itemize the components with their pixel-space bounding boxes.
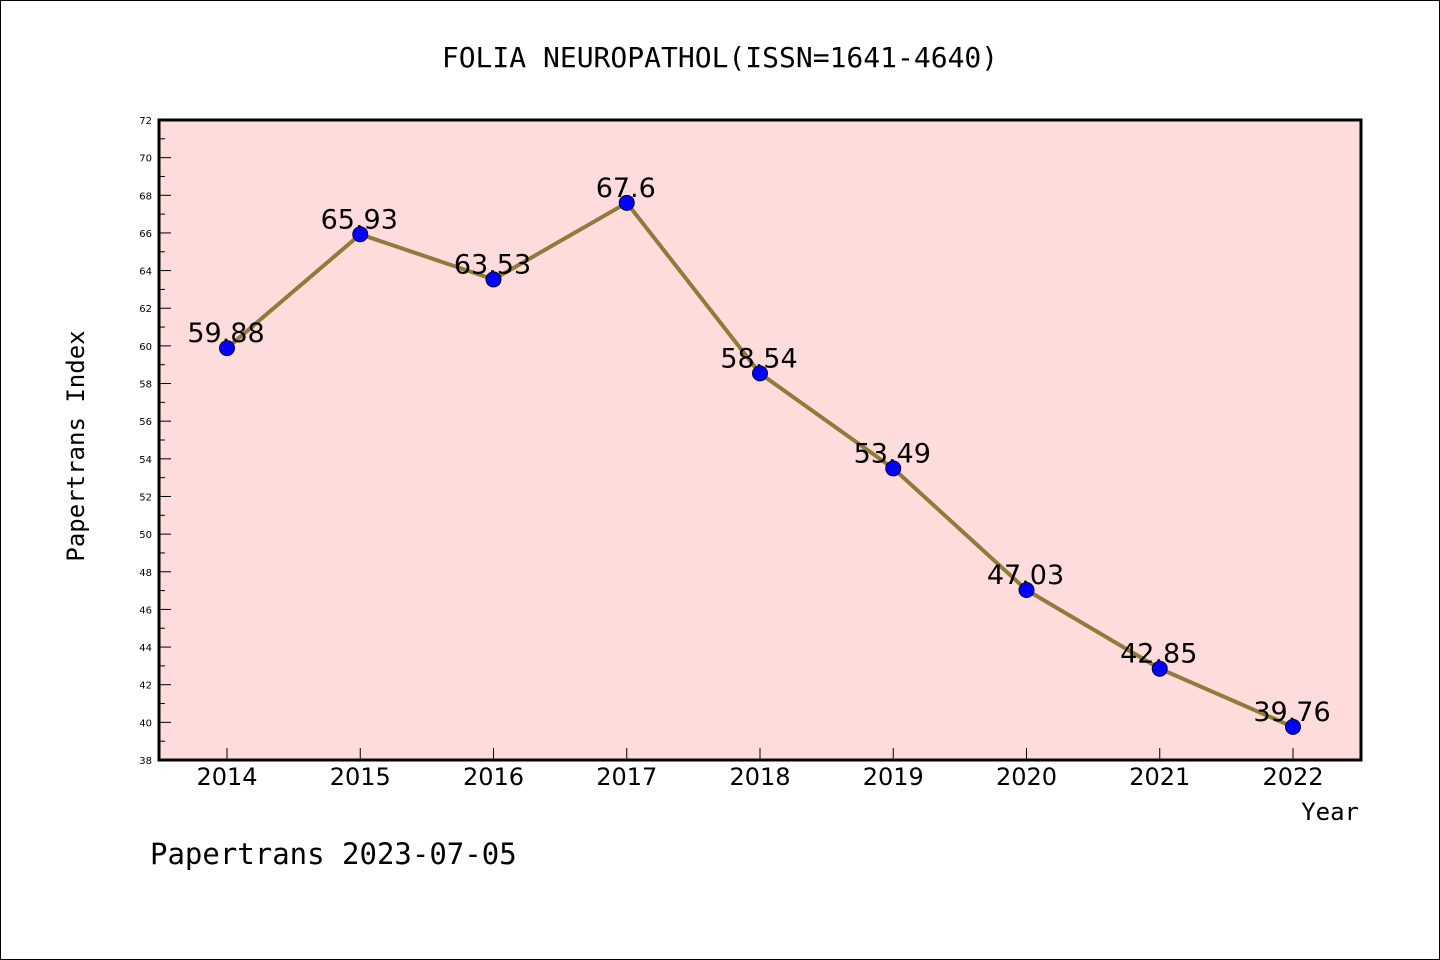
- y-tick-label: 56: [139, 417, 152, 428]
- y-tick-label: 70: [139, 154, 152, 165]
- y-tick-label: 64: [139, 267, 152, 278]
- y-tick-label: 42: [139, 681, 152, 692]
- x-axis-label: Year: [1301, 798, 1359, 826]
- y-tick-label: 52: [139, 492, 152, 503]
- x-tick-label: 2021: [1129, 763, 1190, 791]
- x-tick-label: 2022: [1262, 763, 1323, 791]
- y-tick-label: 48: [139, 568, 152, 579]
- chart-title: FOLIA NEUROPATHOL(ISSN=1641-4640): [442, 41, 998, 74]
- data-point: [1285, 718, 1301, 735]
- x-tick-label: 2014: [196, 763, 257, 791]
- x-tick-label: 2019: [863, 763, 924, 791]
- y-tick-label: 40: [139, 718, 152, 729]
- data-point: [352, 226, 369, 243]
- plot-border: [157, 118, 1363, 762]
- x-tick-label: 2015: [330, 763, 391, 791]
- footer-credit: Papertrans 2023-07-05: [150, 837, 517, 871]
- y-tick-label: 50: [139, 530, 152, 541]
- x-axis-ticks: 2014 2015 2016 2017 2018 2019 2020 2021 2022: [196, 748, 1324, 791]
- y-tick-label: 68: [139, 191, 152, 202]
- data-point: [618, 194, 635, 211]
- y-tick-label: 58: [139, 380, 152, 391]
- x-tick-label: 2018: [729, 763, 790, 791]
- y-tick-label: 44: [139, 643, 152, 654]
- y-axis-label: Papertrans Index: [62, 330, 90, 561]
- y-tick-label: 72: [139, 116, 152, 127]
- data-point: [1151, 660, 1168, 677]
- data-points: [219, 194, 1301, 735]
- x-tick-label: 2020: [996, 763, 1057, 791]
- x-tick-label: 2017: [596, 763, 657, 791]
- y-tick-label: 46: [139, 605, 152, 616]
- x-tick-label: 2016: [463, 763, 524, 791]
- y-tick-label: 60: [139, 342, 152, 353]
- y-tick-label: 66: [139, 229, 152, 240]
- data-point: [1018, 582, 1035, 599]
- data-point: [485, 271, 502, 288]
- data-point: [885, 460, 902, 477]
- data-labels: 59.8865.9363.5367.658.5453.4947.0342.853…: [187, 173, 1330, 728]
- y-tick-label: 54: [139, 455, 152, 466]
- data-point: [752, 365, 768, 382]
- y-tick-label: 62: [139, 304, 152, 315]
- data-point: [219, 340, 235, 357]
- y-tick-label: 38: [139, 756, 152, 767]
